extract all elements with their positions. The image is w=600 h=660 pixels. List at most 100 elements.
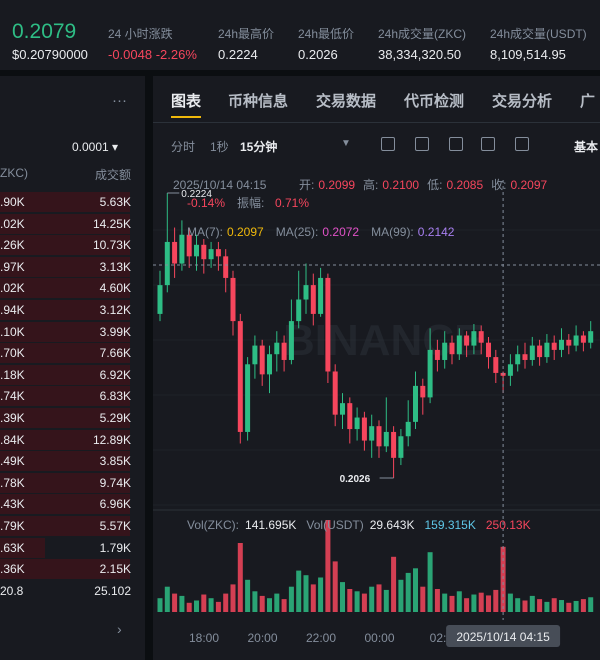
depth-bg [0, 494, 130, 515]
candle-body [318, 277, 324, 314]
high-marker: 0.2224 [181, 189, 212, 200]
candle-body [237, 321, 243, 432]
expand-icon[interactable]: › [117, 621, 122, 637]
row-amount: .97K [0, 259, 25, 274]
stat-label: 24h最低价 [298, 27, 355, 41]
tab[interactable]: 币种信息 [228, 93, 289, 110]
candle-body [186, 234, 192, 257]
volume-bar [420, 586, 426, 612]
more-icon[interactable]: ··· [112, 92, 127, 109]
depth-bg [0, 516, 130, 536]
vol-label: Vol(ZKC): [187, 518, 239, 532]
volume-bar [486, 595, 491, 612]
tab[interactable]: 广 [580, 93, 596, 110]
candle-body [281, 342, 287, 360]
row-total: 5.29K [99, 411, 131, 425]
candle-body [215, 249, 221, 257]
depth-bg [0, 235, 130, 256]
volume-bar [493, 589, 499, 612]
depth-bg [0, 343, 130, 364]
ma-value: 0.2142 [418, 225, 455, 239]
stat-label: 24h成交量(ZKC) [378, 27, 467, 41]
candle-body [383, 431, 389, 447]
row-amount: .63K [0, 540, 25, 555]
ma-label: MA(99): [371, 225, 414, 239]
candle-body [230, 277, 236, 322]
volume-bar [588, 597, 594, 612]
tab[interactable]: 交易分析 [492, 93, 553, 110]
candle-body [442, 342, 448, 360]
row-total: 1.79K [99, 540, 131, 555]
ticker-bar: 0.2079 $0.20790000 24 小时涨跌 -0.0048 -2.26%… [0, 0, 600, 70]
volume-bar [559, 600, 564, 612]
tool-icon[interactable] [381, 137, 395, 151]
row-amount: .94K [0, 303, 25, 317]
candle-body [544, 342, 550, 358]
view-mode[interactable]: 基本 [574, 140, 599, 154]
tab[interactable]: 代币检测 [404, 93, 465, 110]
volume-bar [551, 598, 557, 612]
change: -0.14% [187, 196, 225, 210]
candle-body [420, 385, 426, 398]
row-total: 3.99K [99, 324, 131, 339]
candle-body [245, 364, 251, 432]
row-amount: .10K [0, 324, 25, 339]
ma-value: 0.2097 [227, 225, 264, 239]
volume-bar [398, 579, 404, 612]
dropdown[interactable]: ▼ [341, 138, 351, 149]
interval[interactable]: 15分钟 [240, 140, 278, 154]
tool-icon[interactable] [415, 137, 429, 151]
row-total: 10.73K [92, 238, 131, 253]
volume-bar [507, 593, 513, 612]
candle-body [405, 421, 411, 437]
volume-bar [544, 601, 550, 612]
candle-body [486, 342, 491, 358]
tick-value: 0.0001 [72, 140, 109, 154]
candle-body [434, 349, 440, 360]
volume-bar [215, 601, 221, 612]
depth-bg [0, 472, 130, 493]
crosshair-time: 2025/10/14 04:15 [456, 630, 550, 644]
volume-bar [310, 584, 316, 612]
volume-bar [405, 572, 411, 612]
amplitude: 0.71% [275, 196, 309, 210]
ohlc-value: 0.2100 [382, 178, 419, 192]
row-amount: 20.8 [0, 583, 24, 598]
volume-bar [464, 598, 470, 612]
depth-bg [0, 300, 130, 320]
volume-bar [237, 543, 243, 612]
row-total: 6.96K [99, 497, 131, 512]
stat-label: 24h成交量(USDT) [490, 27, 587, 41]
row-total: 2.15K [99, 562, 131, 577]
interval[interactable]: 1秒 [210, 140, 229, 154]
candle-body [303, 285, 309, 300]
ma-label: MA(25): [276, 225, 319, 239]
tab[interactable]: 图表 [171, 93, 202, 110]
row-amount: .43K [0, 497, 25, 512]
tool-icon[interactable] [481, 137, 495, 151]
volume-bar [186, 602, 192, 612]
candle-body [522, 354, 528, 360]
volume-bar [449, 595, 455, 612]
volume-bar [522, 600, 528, 612]
interval[interactable]: 分时 [171, 140, 196, 154]
vol-value: 29.643K [370, 518, 415, 532]
ma-value: 0.2072 [322, 225, 359, 239]
candle-body [179, 234, 185, 264]
tick-size[interactable]: 0.0001 ▾ [72, 140, 119, 154]
volume-bar [296, 570, 302, 612]
row-total: 3.13K [99, 259, 131, 274]
volume-bar [325, 520, 331, 612]
depth-bg [0, 364, 130, 385]
ma-label: MA(7): [187, 225, 223, 239]
tab[interactable]: 交易数据 [316, 93, 377, 110]
row-amount: .26K [0, 238, 25, 253]
row-amount: .74K [0, 389, 25, 404]
depth-bg [0, 408, 130, 428]
volume-bar [208, 598, 214, 612]
volume-bar [566, 602, 572, 612]
tool-icon[interactable] [515, 137, 529, 151]
tool-icon[interactable] [449, 137, 463, 151]
volume-bar [223, 593, 229, 612]
volume-bar [573, 600, 579, 612]
